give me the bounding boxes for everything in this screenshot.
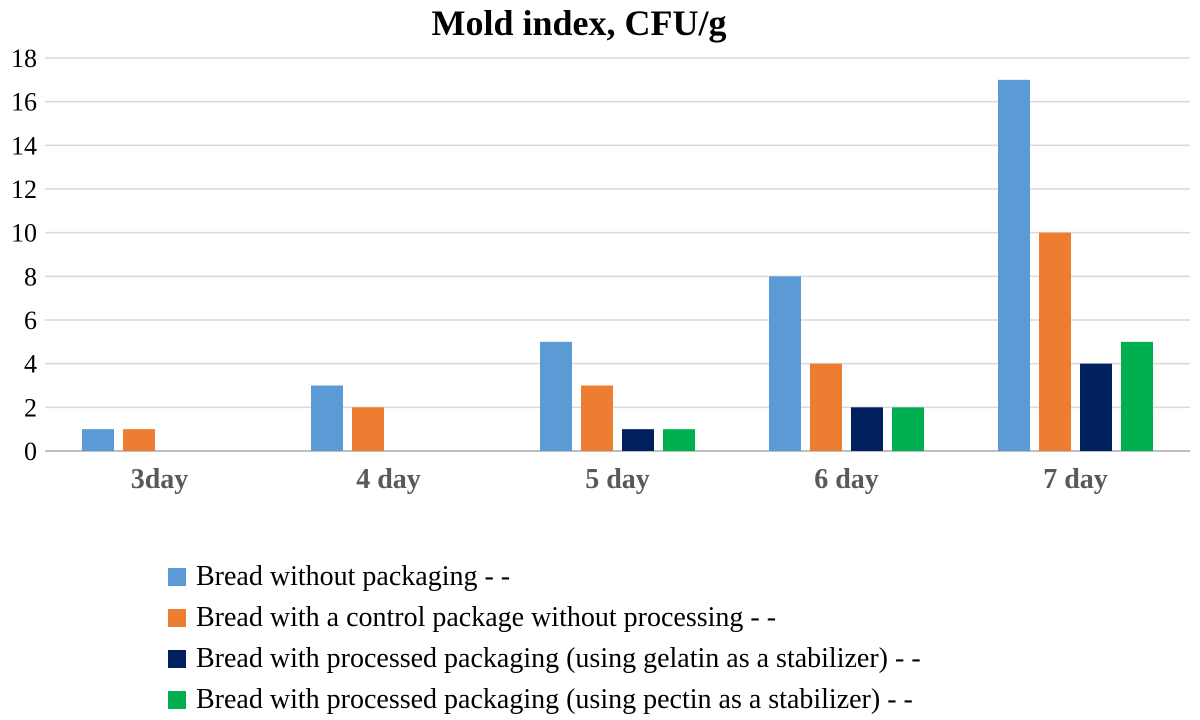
bar [123, 429, 155, 451]
bar [581, 385, 613, 451]
legend-label: Bread with a control package without pro… [196, 601, 777, 633]
legend-label: Bread without packaging - - [196, 560, 511, 592]
y-tick-label: 0 [24, 437, 37, 466]
y-tick-label: 10 [11, 219, 37, 248]
legend-swatch [168, 608, 186, 627]
bar [1121, 341, 1153, 451]
y-tick-label: 8 [24, 262, 37, 291]
legend-item: Bread with a control package without pro… [168, 597, 921, 638]
bar [1039, 232, 1071, 451]
x-tick-label: 7 day [1043, 464, 1108, 495]
y-tick-label: 12 [11, 175, 37, 204]
bar [851, 407, 883, 451]
bar [998, 79, 1030, 451]
legend-label: Bread with processed packaging (using pe… [196, 683, 913, 715]
x-tick-label: 4 day [356, 464, 421, 495]
chart-title: Mold index, CFU/g [431, 3, 726, 43]
legend-item: Bread with processed packaging (using ge… [168, 638, 921, 679]
y-tick-label: 4 [24, 350, 37, 379]
x-tick-label: 5 day [585, 464, 650, 495]
bar [622, 429, 654, 451]
bars [82, 79, 1153, 451]
x-tick-label: 6 day [814, 464, 879, 495]
bar [352, 407, 384, 451]
legend-label: Bread with processed packaging (using ge… [196, 642, 921, 674]
legend-swatch [168, 567, 186, 586]
bar [1080, 363, 1112, 451]
bar [892, 407, 924, 451]
bar [311, 385, 343, 451]
x-tick-label: 3day [131, 464, 189, 495]
bar [540, 341, 572, 451]
y-tick-label: 16 [11, 88, 37, 117]
bar [82, 429, 114, 451]
y-axis-ticks: 0 2 4 6 8 10 12 14 16 18 [11, 44, 37, 466]
legend-swatch [168, 690, 186, 709]
y-tick-label: 18 [11, 44, 37, 73]
legend-swatch [168, 649, 186, 668]
legend-item: Bread with processed packaging (using pe… [168, 679, 921, 720]
legend-item: Bread without packaging - - [168, 556, 921, 597]
bar [810, 363, 842, 451]
y-tick-label: 2 [24, 393, 37, 422]
mold-index-chart: Mold index, CFU/g 0 2 4 6 8 10 12 14 16 18 3day 4 … [11, 3, 1190, 495]
gridlines [45, 57, 1190, 452]
x-axis-ticks: 3day 4 day 5 day 6 day 7 day [131, 464, 1108, 495]
legend: Bread without packaging - - Bread with a … [168, 556, 921, 720]
bar [663, 429, 695, 451]
bar [769, 276, 801, 451]
y-tick-label: 6 [24, 306, 37, 335]
y-tick-label: 14 [11, 131, 37, 160]
